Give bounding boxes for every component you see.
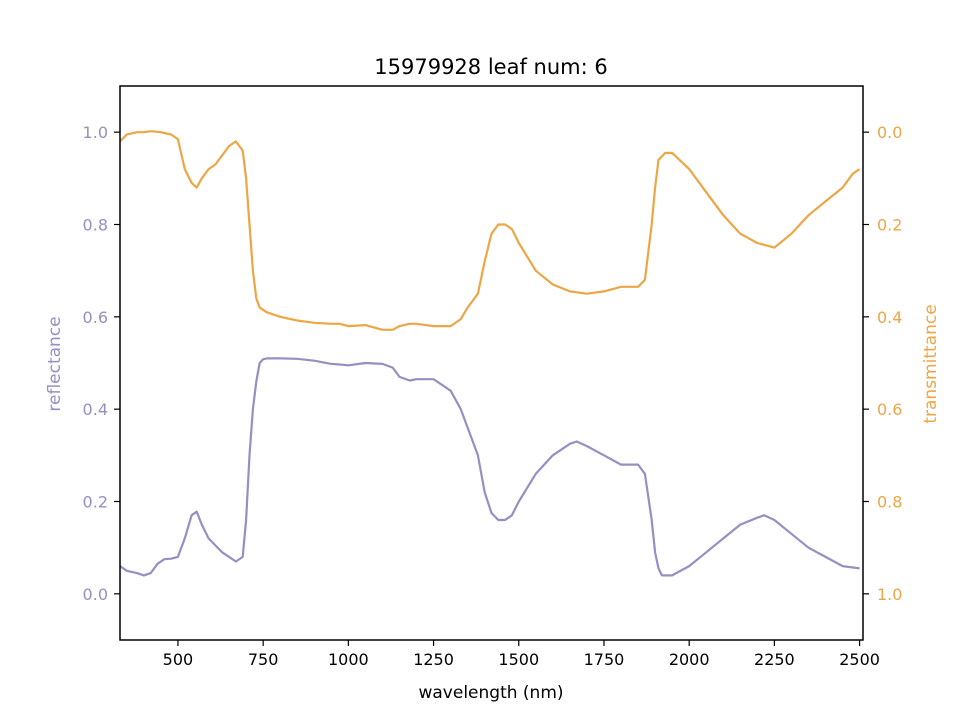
chart-title: 15979928 leaf num: 6 xyxy=(374,55,607,79)
left-y-tick-label: 0.6 xyxy=(83,308,108,327)
x-tick-label: 1500 xyxy=(498,650,539,669)
x-tick-label: 750 xyxy=(248,650,279,669)
left-y-tick-label: 0.8 xyxy=(83,216,108,235)
right-y-axis-label: transmittance xyxy=(921,304,941,423)
right-y-tick-label: 0.4 xyxy=(877,308,902,327)
series-lines xyxy=(119,130,861,577)
left-y-axis-label: reflectance xyxy=(45,316,65,411)
plot-frame xyxy=(119,85,864,641)
x-axis: 500 750 1000 1250 1500 1750 2000 2250 2500 xyxy=(163,640,880,669)
right-y-tick-label: 0.2 xyxy=(877,216,902,235)
transmittance-line xyxy=(119,130,861,331)
left-y-axis: 0.0 0.2 0.4 0.6 0.8 1.0 xyxy=(83,123,120,604)
left-y-tick-label: 0.4 xyxy=(83,400,108,419)
right-y-tick-label: 0.0 xyxy=(877,123,902,142)
right-y-tick-label: 0.8 xyxy=(877,493,902,512)
x-tick-label: 2500 xyxy=(839,650,880,669)
left-y-tick-label: 0.2 xyxy=(83,493,108,512)
x-tick-label: 1750 xyxy=(584,650,625,669)
left-y-tick-label: 0.0 xyxy=(83,585,108,604)
x-tick-label: 1000 xyxy=(328,650,369,669)
right-y-tick-label: 0.6 xyxy=(877,400,902,419)
reflectance-line xyxy=(119,357,860,577)
x-tick-label: 1250 xyxy=(413,650,454,669)
x-axis-label: wavelength (nm) xyxy=(418,683,563,703)
x-tick-label: 2000 xyxy=(669,650,710,669)
x-tick-label: 500 xyxy=(163,650,194,669)
right-y-axis: 0.0 0.2 0.4 0.6 0.8 1.0 xyxy=(863,123,902,604)
left-y-tick-label: 1.0 xyxy=(83,123,108,142)
x-tick-label: 2250 xyxy=(754,650,795,669)
right-y-tick-label: 1.0 xyxy=(877,585,902,604)
